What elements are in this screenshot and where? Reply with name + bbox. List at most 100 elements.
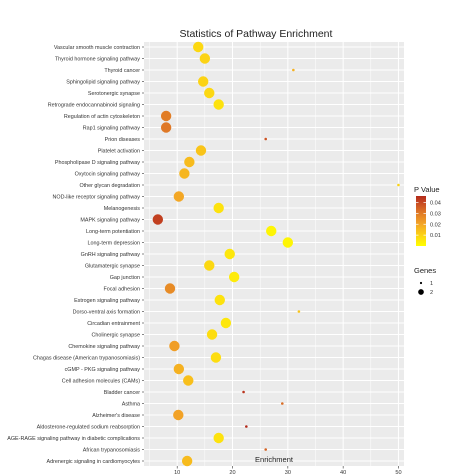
- genes-legend: Genes 12: [414, 266, 436, 296]
- data-point: [197, 76, 209, 87]
- data-point: [164, 283, 176, 294]
- y-axis-tick-label: MAPK signaling pathway: [80, 218, 140, 224]
- data-point: [206, 329, 218, 340]
- x-axis-tick-label: 10: [174, 470, 180, 474]
- data-point: [214, 294, 225, 306]
- data-point: [169, 340, 180, 352]
- y-axis-tick-label: Long-term depression: [88, 241, 140, 247]
- y-axis-tick-label: Chemokine signaling pathway: [68, 344, 140, 350]
- data-point: [213, 432, 224, 444]
- x-axis-ticks: 10 20 30 40 50: [174, 466, 402, 474]
- x-axis-tick-label: 30: [285, 470, 291, 474]
- x-axis-title: Enrichment: [255, 455, 294, 464]
- y-axis-tick-label: Long-term potentiation: [86, 229, 140, 235]
- data-point: [297, 310, 301, 313]
- data-point: [193, 41, 204, 53]
- y-axis-tick-label: Aldosterone-regulated sodium reabsorptio…: [37, 425, 140, 431]
- y-axis-tick-label: AGE-RAGE signaling pathway in diabetic c…: [7, 436, 140, 442]
- data-point: [183, 375, 194, 386]
- y-axis-tick-label: Prion diseases: [105, 137, 141, 143]
- pvalue-colorbar: [416, 196, 426, 246]
- x-axis-tick-label: 50: [395, 470, 401, 474]
- data-point: [195, 145, 207, 156]
- data-points: [152, 41, 400, 467]
- data-point: [242, 390, 245, 394]
- data-point: [210, 352, 222, 363]
- data-point: [224, 248, 235, 260]
- y-axis-tick-label: Platelet activation: [98, 149, 140, 155]
- y-axis-tick-label: Dorso-ventral axis formation: [73, 310, 140, 316]
- data-point: [173, 409, 184, 421]
- y-axis-tick-label: Melanogenesis: [104, 206, 141, 212]
- y-axis-tick-label: Retrograde endocannabinoid signaling: [48, 103, 140, 109]
- y-axis-tick-label: GnRH signaling pathway: [81, 252, 141, 258]
- data-point: [160, 122, 172, 133]
- y-axis-tick-label: Focal adhesion: [103, 287, 140, 293]
- data-point: [213, 99, 224, 110]
- y-axis-tick-label: Gap junction: [110, 275, 140, 281]
- y-axis-tick-label: NOD-like receptor signaling pathway: [53, 195, 141, 201]
- data-point: [204, 87, 215, 99]
- y-axis-tick-label: Cholinergic synapse: [91, 333, 140, 339]
- y-axis-tick-label: Other glycan degradation: [79, 183, 140, 189]
- y-axis-tick-label: Glutamatergic synapse: [85, 264, 140, 270]
- y-axis-tick-label: Estrogen signaling pathway: [74, 298, 140, 304]
- colorbar-tick-label: 0.04: [430, 201, 441, 207]
- y-axis-tick-label: Thyroid cancer: [104, 68, 140, 74]
- y-axis-tick-label: Asthma: [122, 402, 140, 408]
- pvalue-legend-ticks: 0.04 0.03 0.02 0.01: [416, 201, 441, 239]
- colorbar-tick-label: 0.01: [430, 233, 441, 239]
- y-axis-tick-label: cGMP - PKG signaling pathway: [65, 367, 141, 373]
- genes-legend-items: 12: [418, 281, 433, 296]
- data-point: [199, 53, 211, 64]
- data-point: [220, 317, 232, 329]
- y-axis-tick-label: Cell adhesion molecules (CAMs): [62, 379, 140, 385]
- y-axis-tick-label: Thyroid hormone signaling pathway: [55, 57, 140, 63]
- y-axis-tick-label: Rap1 signaling pathway: [83, 126, 141, 132]
- genes-legend-label: 1: [430, 281, 433, 287]
- y-axis-tick-label: Sphingolipid signaling pathway: [66, 80, 140, 86]
- grid-lines: [144, 42, 404, 466]
- data-point: [266, 225, 277, 237]
- data-point: [280, 402, 284, 405]
- data-point: [264, 448, 268, 451]
- y-axis-tick-label: Phospholipase D signaling pathway: [55, 160, 140, 166]
- data-point: [282, 237, 294, 248]
- y-axis-tick-label: Bladder cancer: [104, 390, 140, 396]
- data-point: [292, 68, 295, 72]
- data-point: [173, 191, 185, 202]
- genes-legend-label: 2: [430, 290, 433, 296]
- data-point: [397, 183, 400, 187]
- data-point: [204, 260, 215, 271]
- y-axis-tick-label: Circadian entrainment: [87, 321, 140, 327]
- y-axis-tick-label: Regulation of actin cytoskeleton: [64, 114, 140, 120]
- data-point: [228, 271, 240, 283]
- y-axis-tick-label: Vascular smooth muscle contraction: [54, 45, 140, 51]
- data-point: [179, 168, 190, 179]
- x-axis-tick-label: 40: [340, 470, 346, 474]
- genes-legend-point: [419, 281, 423, 285]
- y-axis-tick-label: Oxytocin signaling pathway: [75, 172, 141, 178]
- pvalue-legend: P Value 0.04 0.03 0.02 0.01: [414, 185, 441, 246]
- data-point: [184, 156, 195, 168]
- colorbar-tick-label: 0.02: [430, 222, 441, 228]
- chart-title: Statistics of Pathway Enrichment: [180, 28, 333, 40]
- x-axis-tick-label: 20: [229, 470, 235, 474]
- genes-legend-point: [418, 289, 424, 295]
- data-point: [160, 110, 172, 122]
- data-point: [152, 214, 164, 225]
- y-axis-tick-label: Serotonergic synapse: [88, 91, 140, 97]
- data-point: [181, 455, 193, 467]
- data-point: [173, 363, 185, 375]
- data-point: [213, 202, 224, 214]
- y-axis-tick-label: Adrenergic signaling in cardiomyocytes: [47, 459, 141, 465]
- genes-legend-title: Genes: [414, 266, 436, 275]
- colorbar-tick-label: 0.03: [430, 211, 441, 217]
- data-point: [245, 425, 248, 428]
- data-point: [264, 137, 268, 141]
- pvalue-legend-title: P Value: [414, 185, 440, 194]
- y-axis-tick-label: Chagas disease (American trypanosomiasis…: [33, 356, 140, 362]
- y-axis-tick-label: Alzheimer's disease: [92, 413, 140, 419]
- y-axis-labels: Vascular smooth muscle contraction Thyroi…: [7, 45, 144, 465]
